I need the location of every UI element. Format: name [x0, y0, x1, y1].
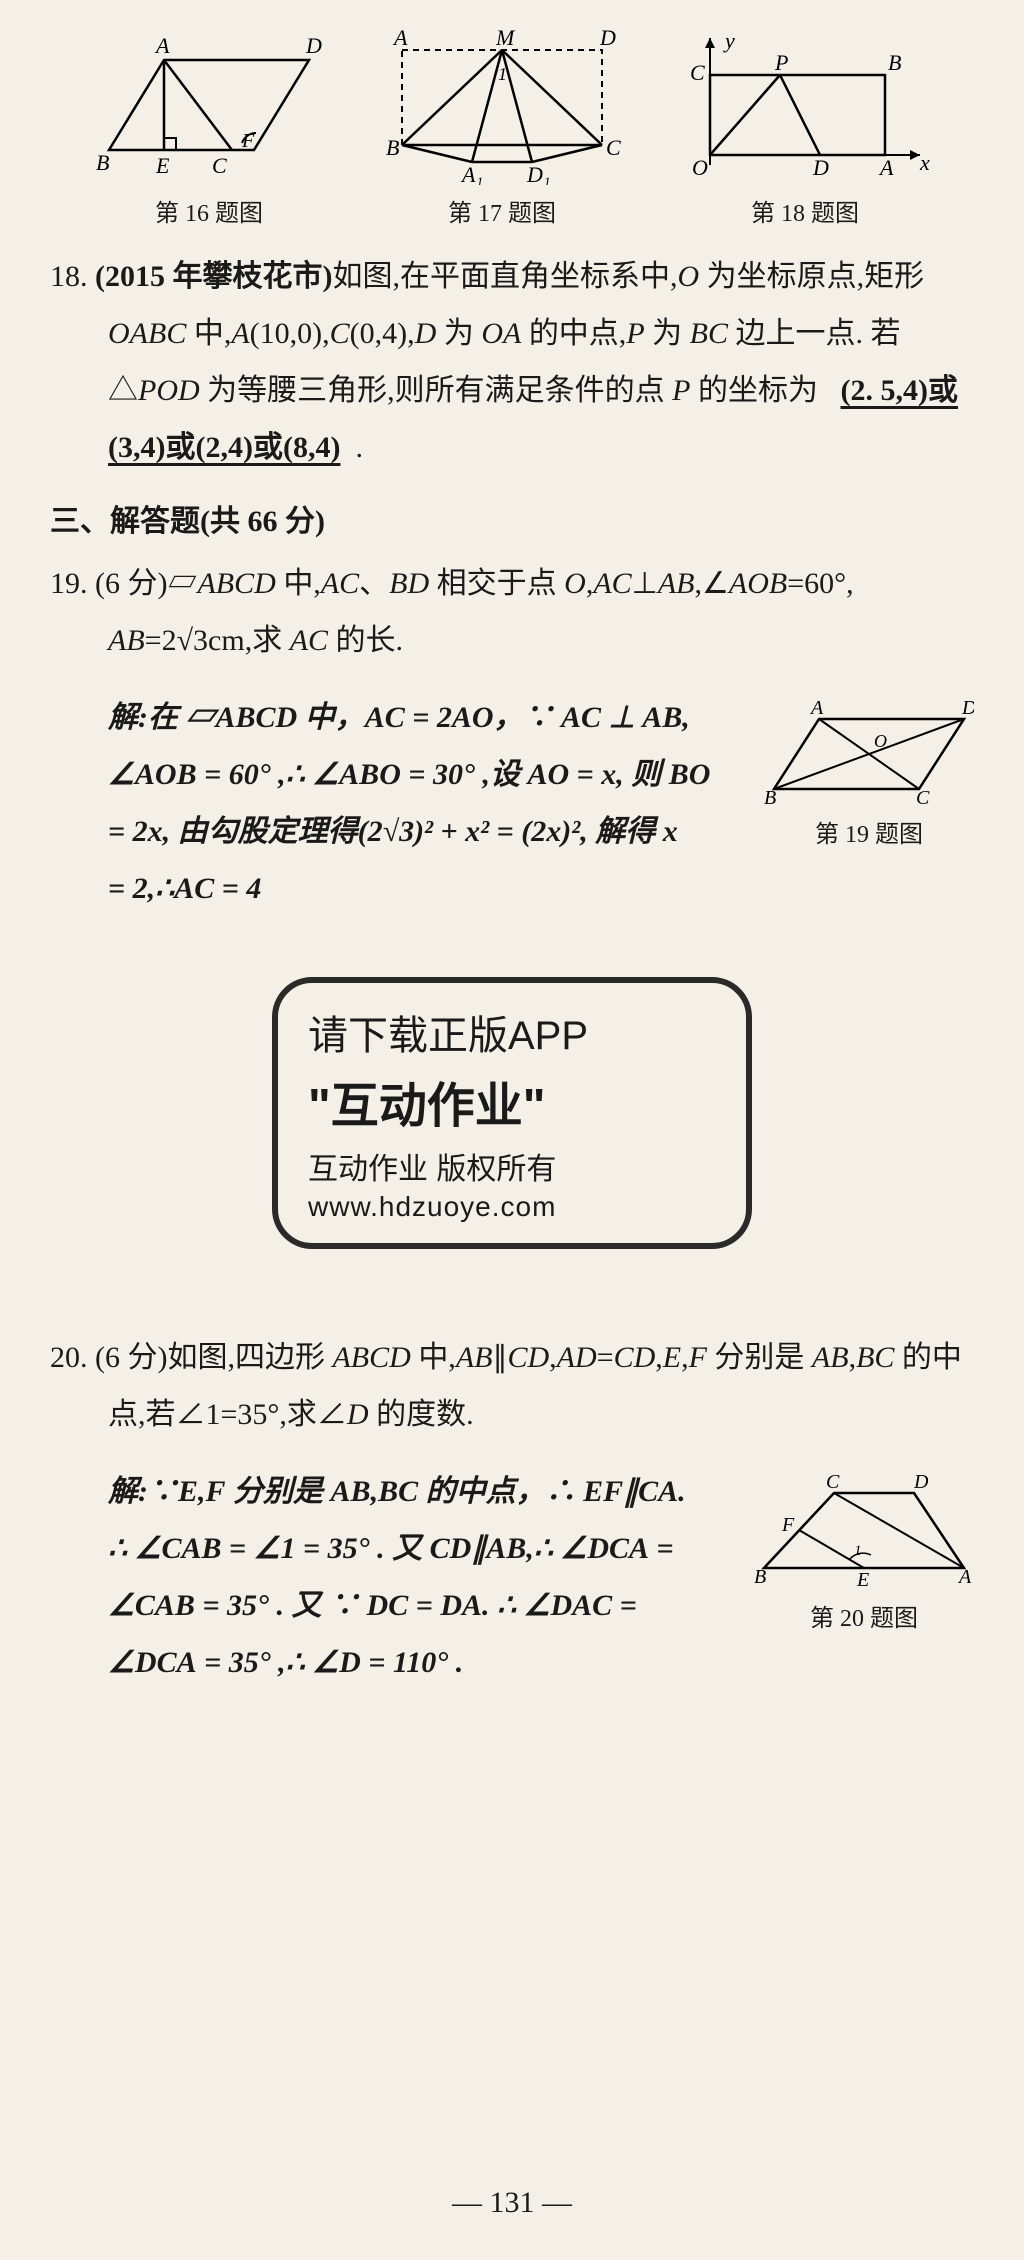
- svg-text:B: B: [96, 150, 109, 175]
- svg-text:C: C: [212, 153, 227, 178]
- stamp-line4: www.hdzuoye.com: [308, 1191, 716, 1223]
- svg-text:F: F: [241, 130, 255, 152]
- problem-20: 20. (6 分)如图,四边形 ABCD 中,AB∥CD,AD=CD,E,F 分…: [50, 1329, 974, 1443]
- svg-text:B: B: [764, 787, 776, 809]
- page-number: — 131 —: [452, 2186, 572, 2220]
- figure-17-caption: 第 17 题图: [448, 193, 556, 228]
- svg-text:C: C: [826, 1473, 840, 1493]
- figures-row: A D B E C F 第 16 题图 A M D B A₁ D₁ C: [50, 30, 974, 228]
- svg-text:D: D: [305, 35, 322, 58]
- svg-text:F: F: [781, 1514, 795, 1536]
- figure-19-svg: A D B C O: [764, 699, 974, 809]
- svg-text:B: B: [888, 50, 901, 75]
- problem-19-solution-block: 解:在 ▱ABCD 中，AC = 2AO，∵ AC ⊥ AB, ∠AOB = 6…: [50, 689, 974, 917]
- problem-19-num: 19.: [50, 567, 88, 600]
- svg-text:O: O: [874, 731, 887, 751]
- problem-19: 19. (6 分)▱ABCD 中,AC、BD 相交于点 O,AC⊥AB,∠AOB…: [50, 555, 974, 669]
- svg-text:D: D: [599, 30, 616, 50]
- figure-19: A D B C O 第 19 题图: [764, 699, 974, 849]
- svg-text:C: C: [606, 135, 621, 160]
- svg-text:B: B: [754, 1566, 766, 1588]
- figure-20-caption: 第 20 题图: [810, 1598, 918, 1633]
- svg-text:D: D: [812, 155, 829, 180]
- svg-text:M: M: [495, 30, 516, 50]
- svg-text:A: A: [392, 30, 408, 50]
- watermark-stamp: 请下载正版APP "互动作业" 互动作业 版权所有 www.hdzuoye.co…: [272, 977, 752, 1249]
- problem-20-num: 20.: [50, 1341, 88, 1374]
- svg-text:C: C: [690, 60, 705, 85]
- svg-text:C: C: [916, 787, 930, 809]
- svg-text:B: B: [386, 135, 399, 160]
- svg-text:D₁: D₁: [526, 162, 551, 185]
- svg-text:P: P: [774, 50, 788, 75]
- solution-19: 解:在 ▱ABCD 中，AC = 2AO，∵ AC ⊥ AB, ∠AOB = 6…: [50, 689, 744, 917]
- svg-text:A: A: [957, 1566, 972, 1588]
- figure-17-svg: A M D B A₁ D₁ C 1: [372, 30, 632, 185]
- svg-text:E: E: [856, 1569, 869, 1591]
- svg-text:y: y: [723, 30, 735, 53]
- svg-text:A₁: A₁: [460, 162, 483, 185]
- svg-text:O: O: [692, 155, 708, 180]
- stamp-line1: 请下载正版APP: [308, 1003, 716, 1061]
- svg-text:A: A: [809, 699, 824, 719]
- problem-18: 18. (2015 年攀枝花市)如图,在平面直角坐标系中,O 为坐标原点,矩形 …: [50, 248, 974, 476]
- svg-text:A: A: [154, 35, 170, 58]
- stamp-line3: 互动作业 版权所有: [308, 1144, 716, 1188]
- problem-18-prefix: (2015 年攀枝花市): [95, 260, 332, 293]
- figure-18-caption: 第 18 题图: [751, 193, 859, 228]
- figure-16: A D B E C F 第 16 题图: [94, 35, 324, 228]
- figure-20-svg: C D B A E F 1: [754, 1473, 974, 1593]
- figure-19-caption: 第 19 题图: [815, 814, 923, 849]
- svg-text:1: 1: [498, 64, 507, 84]
- svg-text:D: D: [913, 1473, 929, 1493]
- figure-20: C D B A E F 1 第 20 题图: [754, 1473, 974, 1633]
- figure-18: O A x C y P B D 第 18 题图: [680, 30, 930, 228]
- svg-text:E: E: [155, 153, 170, 178]
- svg-text:1: 1: [854, 1543, 862, 1559]
- figure-17: A M D B A₁ D₁ C 1 第 17 题图: [372, 30, 632, 228]
- problem-20-solution-block: 解:∵E,F 分别是 AB,BC 的中点，∴ EF∥CA. ∴ ∠CAB = ∠…: [50, 1463, 974, 1691]
- svg-text:A: A: [878, 155, 894, 180]
- figure-16-svg: A D B E C F: [94, 35, 324, 185]
- figure-16-caption: 第 16 题图: [155, 193, 263, 228]
- stamp-line2: "互动作业": [308, 1066, 716, 1136]
- solution-20: 解:∵E,F 分别是 AB,BC 的中点，∴ EF∥CA. ∴ ∠CAB = ∠…: [50, 1463, 734, 1691]
- svg-text:D: D: [961, 699, 974, 719]
- figure-18-svg: O A x C y P B D: [680, 30, 930, 185]
- svg-text:x: x: [919, 150, 930, 175]
- problem-18-num: 18.: [50, 260, 88, 293]
- section-3-title: 三、解答题(共 66 分): [50, 496, 974, 540]
